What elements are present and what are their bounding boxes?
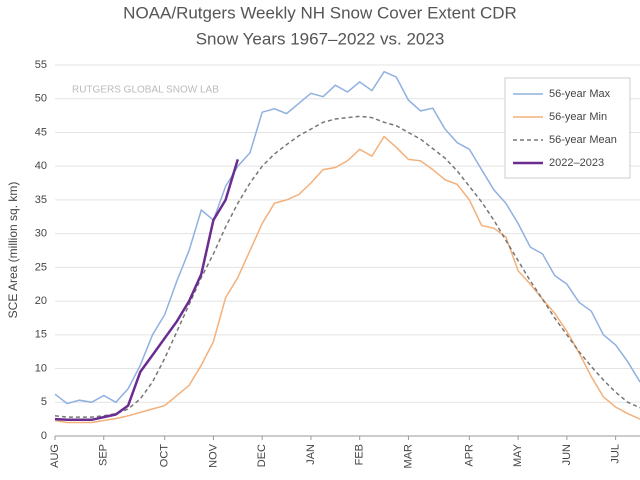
y-axis-label: SCE Area (million sq. km) (6, 182, 20, 319)
x-tick-label: AUG (49, 444, 61, 468)
x-tick-label: MAY (512, 443, 524, 467)
x-tick-label: MAR (402, 444, 414, 469)
series-line (54, 135, 640, 424)
y-tick-label: 50 (35, 93, 47, 105)
x-tick-label: DEC (256, 444, 268, 467)
y-tick-label: 10 (35, 362, 47, 374)
legend-label: 56-year Min (549, 111, 607, 123)
y-tick-label: 45 (35, 126, 47, 138)
y-tick-label: 15 (35, 329, 47, 341)
x-tick-label: APR (463, 444, 475, 467)
y-tick-label: 55 (35, 59, 47, 71)
x-tick-label: OCT (159, 444, 171, 468)
y-tick-label: 40 (35, 160, 47, 172)
x-tick-label: JUL (610, 444, 622, 464)
x-tick-label: FEB (354, 444, 366, 465)
legend-label: 2022–2023 (549, 157, 604, 169)
x-tick-label: JUN (561, 444, 573, 465)
x-tick-label: JAN (305, 444, 317, 465)
watermark: RUTGERS GLOBAL SNOW LAB (72, 85, 219, 96)
series-line (54, 159, 239, 422)
x-tick-label: NOV (207, 443, 219, 468)
chart-title: NOAA/Rutgers Weekly NH Snow Cover Extent… (123, 3, 517, 22)
chart-subtitle: Snow Years 1967–2022 vs. 2023 (196, 29, 445, 48)
y-tick-label: 35 (35, 194, 47, 206)
y-tick-label: 25 (35, 261, 47, 273)
legend-label: 56-year Max (549, 88, 611, 100)
y-tick-label: 0 (41, 430, 47, 442)
y-tick-label: 5 (41, 396, 47, 408)
y-tick-label: 20 (35, 295, 47, 307)
legend-label: 56-year Mean (549, 134, 617, 146)
y-tick-label: 30 (35, 228, 47, 240)
x-tick-label: SEP (98, 444, 110, 466)
series-line (54, 70, 640, 405)
